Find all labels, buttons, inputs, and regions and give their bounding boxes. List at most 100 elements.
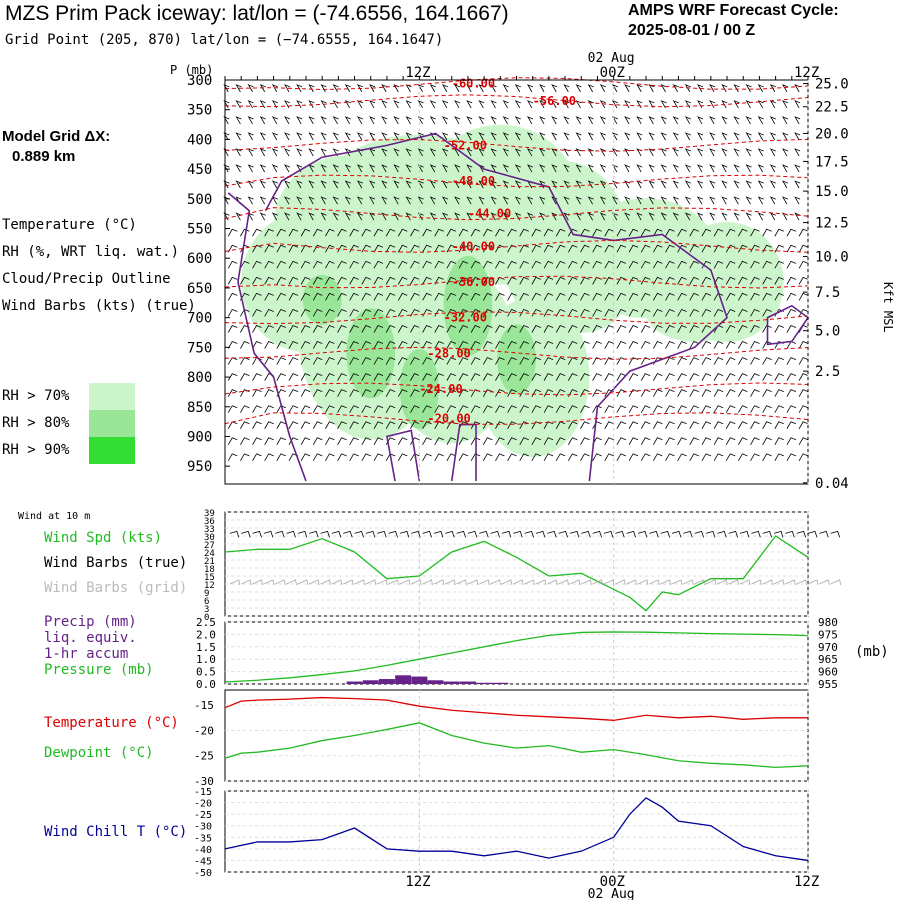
wind-barb — [227, 244, 238, 253]
wind-barb — [373, 357, 384, 365]
wind-barb — [507, 405, 517, 413]
wind-barb — [665, 260, 675, 269]
wind-barb — [709, 212, 716, 221]
wind-barb — [252, 341, 262, 349]
wind-barb — [786, 244, 797, 253]
wind-barb — [434, 308, 444, 317]
wind-barb — [665, 324, 675, 333]
wind-barb-true — [433, 530, 444, 538]
wind-barb — [240, 437, 250, 445]
wind-barb — [356, 180, 363, 189]
wind-barb — [227, 260, 238, 269]
wind-barb — [446, 453, 457, 462]
wind-barb-grid — [819, 579, 830, 586]
wind-barb — [721, 100, 728, 109]
wind-barb — [798, 453, 809, 462]
wind-barb — [271, 84, 278, 93]
wind-barb — [563, 132, 570, 141]
wind-barb — [422, 373, 432, 381]
wind-barb — [604, 453, 614, 462]
wind-barb — [337, 373, 347, 381]
wind-barb — [349, 405, 359, 413]
wind-barb — [349, 437, 359, 445]
wind-barb — [652, 437, 663, 445]
wind-barb — [721, 84, 728, 93]
wind-barb — [337, 324, 347, 333]
wind-barb — [332, 84, 339, 93]
wind-barb-true — [751, 530, 761, 538]
wind-barb — [640, 324, 651, 333]
wind-barb — [782, 84, 789, 93]
wind-speed-line — [224, 535, 809, 612]
wind-barb — [689, 260, 699, 269]
wind-barb — [507, 260, 517, 269]
wind-barb — [495, 308, 505, 317]
wind-barb — [762, 357, 772, 365]
temperature-contour-label: -20.00 — [427, 412, 470, 426]
wind-barb — [762, 308, 772, 317]
wind-barb-grid — [830, 579, 842, 586]
temperature-contour-label: -52.00 — [444, 138, 487, 152]
wind-barb — [284, 148, 291, 157]
wind-barb-grid — [513, 579, 524, 586]
wind-barb — [240, 357, 250, 365]
wind-barb-true — [445, 530, 455, 538]
wind-barb — [252, 276, 262, 285]
wind-barb — [276, 260, 286, 269]
wind-barb-grid — [603, 579, 615, 586]
wind-barb — [276, 228, 286, 237]
wind-barb — [446, 308, 457, 317]
wind-barb-true — [501, 530, 512, 538]
wind-legend-label: Wind Barbs (grid) — [44, 580, 187, 596]
wind-barb — [385, 276, 396, 285]
wind-barb — [369, 180, 376, 189]
wind-barb — [774, 453, 784, 462]
wind-barb — [300, 421, 311, 429]
wind-barb — [672, 196, 679, 205]
wind-barb — [434, 292, 444, 301]
wind-barb — [247, 148, 254, 157]
wind-barb — [616, 405, 627, 413]
wind-barb — [325, 276, 335, 285]
wind-barb — [259, 100, 266, 109]
wind-barb — [640, 405, 651, 413]
pressure-tick-label: 650 — [187, 281, 212, 297]
wind-barb — [725, 421, 736, 429]
wind-barb-true — [309, 530, 319, 538]
wind-barb — [247, 132, 254, 141]
wind-barb — [296, 212, 303, 221]
wind-barb — [750, 453, 760, 462]
wind-barb — [349, 357, 359, 365]
wind-barb — [288, 308, 299, 317]
bottom-time-tick: 12Z — [794, 874, 819, 890]
wind-barb — [296, 84, 303, 93]
wind-barb — [721, 212, 728, 221]
wind-barb — [482, 292, 493, 301]
wind-barb — [738, 244, 748, 253]
wind-barb — [672, 164, 679, 173]
wind-barb — [325, 389, 335, 397]
wind-barb-grid — [751, 579, 762, 586]
wind-barb — [300, 389, 311, 397]
wind-barb — [551, 148, 558, 157]
wind-barb — [349, 421, 359, 429]
wind-barb — [762, 276, 772, 285]
wind-barb — [502, 100, 509, 109]
wind-barb — [235, 84, 242, 93]
wind-barb — [745, 148, 752, 157]
temperature-contour-label: -48.00 — [452, 174, 495, 188]
wind-barb-true — [354, 530, 364, 538]
wind-barb-grid — [286, 579, 297, 586]
wind-barb — [611, 148, 619, 157]
wind-barb — [417, 84, 424, 93]
wind-barb — [531, 324, 542, 333]
precip-tick-label: 2.5 — [196, 616, 216, 629]
wind-barb — [410, 341, 420, 349]
wind-barb — [397, 373, 408, 381]
wind-barb — [271, 148, 278, 157]
wind-barb — [725, 357, 736, 365]
wind-barb — [648, 132, 655, 141]
wind-barb — [713, 405, 724, 413]
wind-barb — [725, 292, 736, 301]
wind-barb — [794, 100, 801, 109]
